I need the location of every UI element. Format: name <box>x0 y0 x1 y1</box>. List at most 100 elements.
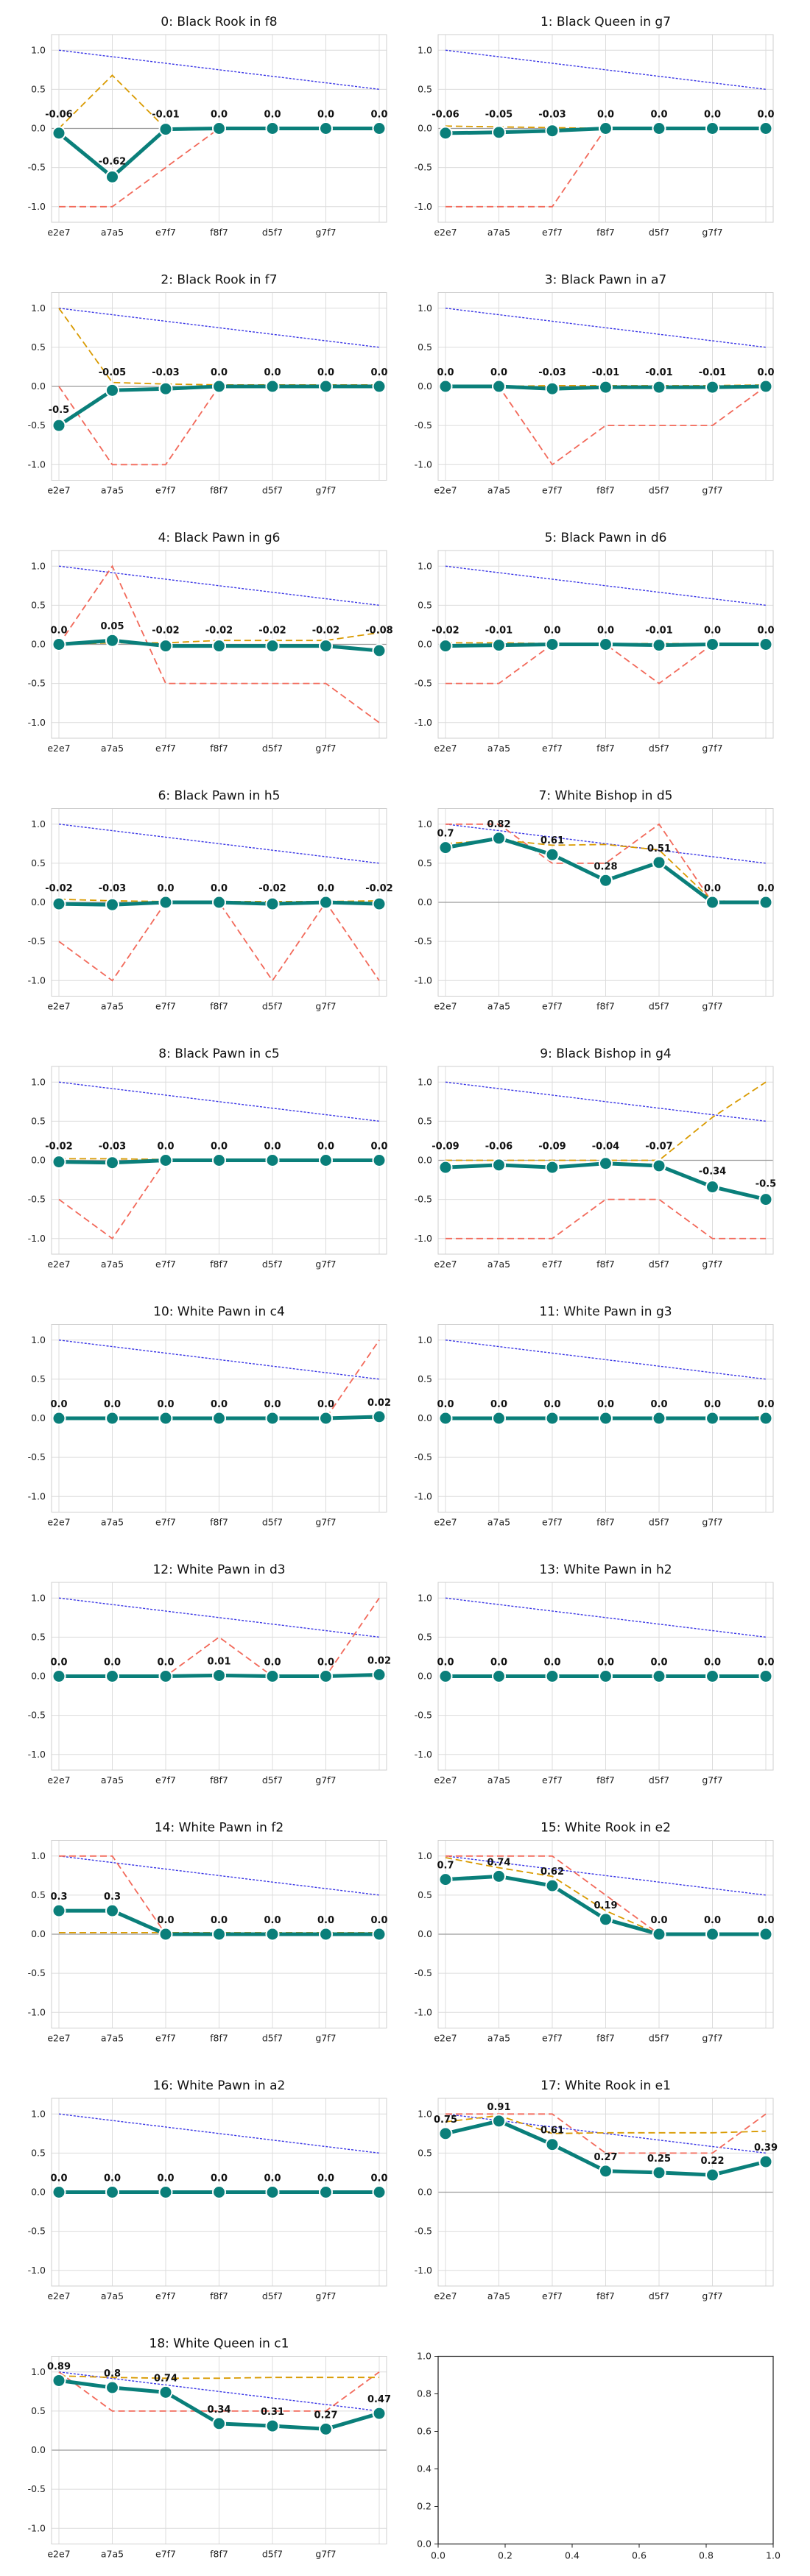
y-tick-label: -1.0 <box>415 459 432 470</box>
x-tick-label: 0.2 <box>498 2550 513 2561</box>
x-tick-label: e7f7 <box>542 2290 563 2301</box>
data-label: 0.0 <box>490 367 507 378</box>
axes-frame <box>51 550 387 739</box>
data-point <box>492 831 506 846</box>
data-point <box>758 121 773 135</box>
data-label: 0.0 <box>264 110 281 121</box>
x-tick-label: d5f7 <box>262 2033 283 2044</box>
data-label: 0.0 <box>50 1657 67 1669</box>
x-tick-label: f8f7 <box>596 1517 615 1528</box>
y-tick-label: -1.0 <box>28 1490 46 1501</box>
y-tick-label: 0.0 <box>418 639 432 650</box>
y-tick-label: 0.4 <box>417 2463 432 2474</box>
data-point <box>105 1669 119 1683</box>
data-label: 0.0 <box>264 1399 281 1410</box>
data-label: 0.0 <box>704 883 721 894</box>
x-tick-label: e7f7 <box>155 2033 176 2044</box>
data-label: 0.0 <box>437 1399 454 1410</box>
data-label: 0.3 <box>50 1892 67 1903</box>
data-point <box>758 1927 773 1942</box>
x-tick-label: g7f7 <box>702 485 722 496</box>
y-tick-label: 0.5 <box>31 342 46 353</box>
subplot-title: 15: White Rook in e2 <box>540 1821 671 1836</box>
data-point <box>372 1153 387 1167</box>
data-label: 0.0 <box>490 1657 507 1669</box>
x-tick-label: a7a5 <box>101 227 124 238</box>
data-label: -0.07 <box>645 1142 672 1153</box>
y-tick-label: 1.0 <box>31 1850 46 1861</box>
x-tick-label: e2e7 <box>434 2033 457 2044</box>
y-tick-label: 0.5 <box>31 1889 46 1900</box>
data-point <box>52 1155 66 1170</box>
subplot-title: 11: White Pawn in g3 <box>539 1305 672 1320</box>
data-label: 0.0 <box>317 883 334 894</box>
data-point <box>438 126 453 141</box>
data-point <box>599 1156 613 1171</box>
x-tick-label: g7f7 <box>315 1774 336 1786</box>
axes-frame <box>437 2098 774 2287</box>
subplot-title: 0: Black Rook in f8 <box>161 15 277 29</box>
subplot-0: -0.06 -0.62 -0.01 0.0 0.0 0.0 0.0 0: Black Rook… <box>28 15 388 238</box>
reference-line <box>58 2113 380 2154</box>
y-tick-label: 1.0 <box>31 2366 46 2377</box>
subplot-title: 2: Black Rook in f7 <box>161 273 277 288</box>
data-label: 0.91 <box>487 2102 510 2113</box>
data-label: 0.0 <box>597 110 614 121</box>
data-label: 0.0 <box>757 367 774 378</box>
reference-line <box>58 1855 380 1896</box>
subplot-title: 4: Black Pawn in g6 <box>158 531 281 545</box>
x-tick-label: a7a5 <box>487 2033 510 2044</box>
data-point <box>372 1927 387 1942</box>
data-point <box>492 638 506 653</box>
data-point <box>492 379 506 394</box>
y-tick-label: -1.0 <box>28 201 46 212</box>
subplot-5: -0.02 -0.01 0.0 0.0 -0.01 0.0 0.0 5: Black Pawn… <box>415 531 775 754</box>
x-tick-label: e2e7 <box>434 1259 457 1270</box>
data-point <box>652 380 666 394</box>
red-series-line <box>446 1198 766 1239</box>
y-tick-label: -0.5 <box>415 162 432 173</box>
data-label: -0.01 <box>592 367 619 378</box>
data-label: 0.0 <box>437 367 454 378</box>
data-point <box>52 418 66 433</box>
axes-frame <box>51 2098 387 2287</box>
x-tick-label: e7f7 <box>542 227 563 238</box>
data-label: -0.09 <box>432 1142 459 1153</box>
x-tick-label: g7f7 <box>315 485 336 496</box>
y-tick-label: 0.5 <box>418 342 432 353</box>
x-tick-label: a7a5 <box>487 227 510 238</box>
x-tick-label: e2e7 <box>47 1001 70 1012</box>
x-tick-label: g7f7 <box>702 1517 722 1528</box>
data-point <box>265 121 280 135</box>
x-tick-label: e7f7 <box>542 485 563 496</box>
data-point <box>438 1160 453 1175</box>
data-point <box>265 1669 280 1683</box>
data-point <box>105 633 119 648</box>
reference-line <box>445 1081 767 1122</box>
data-point <box>158 639 173 654</box>
y-tick-label: 0.2 <box>417 2501 432 2512</box>
data-point <box>545 124 560 138</box>
data-label: -0.01 <box>699 367 726 378</box>
data-point <box>438 1872 453 1887</box>
x-tick-label: f8f7 <box>210 1001 228 1012</box>
data-point <box>52 1411 66 1426</box>
data-point <box>652 1927 666 1942</box>
data-point <box>52 126 66 141</box>
data-point <box>158 1669 173 1683</box>
y-tick-label: 1.0 <box>418 1850 432 1861</box>
data-point <box>212 1411 226 1426</box>
x-tick-label: e2e7 <box>47 2290 70 2301</box>
x-tick-label: e2e7 <box>434 227 457 238</box>
subplot-1: -0.06 -0.05 -0.03 0.0 0.0 0.0 0.0 1: Black Quee… <box>415 15 775 238</box>
data-point <box>265 639 280 654</box>
y-tick-label: 0.5 <box>31 2405 46 2416</box>
data-label: 0.25 <box>647 2154 671 2165</box>
axes-frame <box>51 808 387 997</box>
data-point <box>545 637 560 651</box>
x-tick-label: g7f7 <box>315 1517 336 1528</box>
y-tick-label: -1.0 <box>415 201 432 212</box>
data-point <box>158 122 173 137</box>
data-label: 0.0 <box>370 1142 387 1153</box>
data-label: 0.0 <box>757 883 774 894</box>
